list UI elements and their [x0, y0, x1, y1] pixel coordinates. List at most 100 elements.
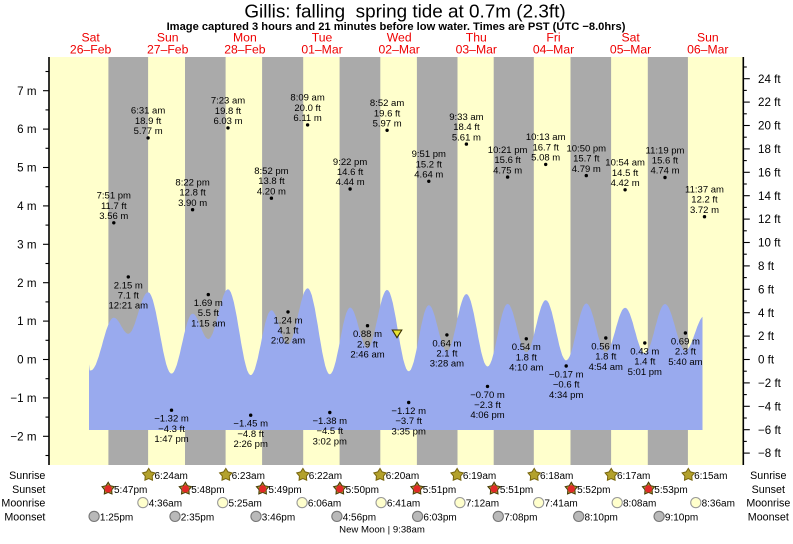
svg-text:Moonrise: Moonrise: [1, 498, 45, 510]
svg-text:9:33 am: 9:33 am: [449, 112, 483, 123]
svg-text:10:21 pm: 10:21 pm: [488, 145, 528, 156]
svg-text:11.7 ft: 11.7 ft: [101, 201, 127, 212]
svg-text:12.8 ft: 12.8 ft: [179, 188, 206, 199]
svg-text:2.15 m: 2.15 m: [114, 280, 143, 291]
svg-text:26–Feb: 26–Feb: [70, 42, 112, 56]
svg-text:27–Feb: 27–Feb: [147, 42, 189, 56]
svg-text:4.20 m: 4.20 m: [257, 186, 286, 197]
svg-text:15.6 ft: 15.6 ft: [494, 155, 521, 166]
svg-text:−1.32 m: −1.32 m: [154, 414, 189, 425]
svg-text:18.4 ft: 18.4 ft: [453, 122, 480, 133]
svg-text:0.88 m: 0.88 m: [353, 329, 382, 340]
svg-text:2:26 pm: 2:26 pm: [234, 439, 268, 450]
svg-text:01–Mar: 01–Mar: [301, 42, 342, 56]
svg-text:−2 m: −2 m: [10, 430, 36, 443]
svg-text:1.69 m: 1.69 m: [194, 298, 223, 309]
svg-text:19.6 ft: 19.6 ft: [374, 108, 401, 119]
svg-text:20 ft: 20 ft: [758, 120, 781, 133]
svg-text:5.97 m: 5.97 m: [373, 119, 402, 130]
svg-text:9:22 pm: 9:22 pm: [333, 157, 367, 168]
svg-text:11:37 am: 11:37 am: [685, 185, 724, 196]
svg-text:5:47pm: 5:47pm: [114, 485, 147, 496]
svg-text:10:13 am: 10:13 am: [526, 132, 566, 143]
svg-text:1:25pm: 1:25pm: [100, 512, 133, 523]
svg-text:7:08pm: 7:08pm: [504, 512, 537, 523]
svg-text:−0.70 m: −0.70 m: [470, 390, 505, 401]
svg-text:5:48pm: 5:48pm: [191, 485, 224, 496]
svg-text:6.03 m: 6.03 m: [213, 116, 242, 127]
svg-text:8:52 pm: 8:52 pm: [254, 166, 288, 177]
svg-text:2.9 ft: 2.9 ft: [357, 339, 378, 350]
svg-text:1.24 m: 1.24 m: [273, 315, 302, 326]
svg-text:6:17am: 6:17am: [617, 471, 650, 482]
svg-text:5:01 pm: 5:01 pm: [628, 367, 662, 378]
svg-text:02–Mar: 02–Mar: [379, 42, 420, 56]
svg-text:7:41am: 7:41am: [544, 499, 577, 510]
svg-text:−4.3 ft: −4.3 ft: [158, 424, 185, 435]
svg-text:Sunrise: Sunrise: [9, 470, 45, 482]
svg-text:11:19 pm: 11:19 pm: [646, 145, 685, 156]
svg-text:Thu: Thu: [466, 30, 487, 44]
svg-text:7:23 am: 7:23 am: [211, 96, 245, 107]
svg-text:8:09 am: 8:09 am: [290, 93, 324, 104]
svg-text:12:21 am: 12:21 am: [108, 301, 148, 312]
svg-text:15.7 ft: 15.7 ft: [573, 154, 600, 165]
svg-text:4 ft: 4 ft: [758, 307, 775, 320]
svg-text:5.61 m: 5.61 m: [452, 132, 481, 143]
svg-text:6:19am: 6:19am: [463, 471, 496, 482]
svg-text:3.90 m: 3.90 m: [178, 198, 207, 209]
svg-text:0 ft: 0 ft: [758, 354, 775, 367]
svg-text:15.6 ft: 15.6 ft: [652, 156, 679, 167]
svg-text:−1.38 m: −1.38 m: [313, 416, 348, 427]
svg-text:−1.12 m: −1.12 m: [391, 406, 426, 417]
svg-text:Sunrise: Sunrise: [750, 470, 786, 482]
svg-text:14 ft: 14 ft: [758, 190, 781, 203]
svg-text:0.69 m: 0.69 m: [671, 336, 700, 347]
svg-text:06–Mar: 06–Mar: [687, 42, 728, 56]
svg-text:4.44 m: 4.44 m: [336, 177, 365, 188]
svg-text:3:02 pm: 3:02 pm: [313, 436, 347, 447]
svg-text:New Moon | 9:38am: New Moon | 9:38am: [339, 524, 425, 535]
svg-text:Sunset: Sunset: [12, 484, 45, 496]
svg-text:Sun: Sun: [697, 30, 719, 44]
svg-text:6:15am: 6:15am: [694, 471, 727, 482]
svg-text:3:35 pm: 3:35 pm: [392, 426, 426, 437]
svg-text:0.56 m: 0.56 m: [591, 341, 620, 352]
svg-text:04–Mar: 04–Mar: [533, 42, 574, 56]
svg-text:4:56pm: 4:56pm: [343, 512, 376, 523]
svg-text:−0.17 m: −0.17 m: [549, 369, 584, 380]
svg-text:4:36am: 4:36am: [149, 499, 182, 510]
svg-text:4:34 pm: 4:34 pm: [549, 390, 583, 401]
svg-text:0.43 m: 0.43 m: [630, 346, 659, 357]
svg-text:4.1 ft: 4.1 ft: [277, 326, 298, 337]
svg-text:10:54 am: 10:54 am: [605, 158, 645, 169]
svg-text:−2.3 ft: −2.3 ft: [474, 400, 501, 411]
svg-text:2 ft: 2 ft: [758, 330, 775, 343]
svg-text:2:35pm: 2:35pm: [181, 512, 214, 523]
svg-text:Moonset: Moonset: [748, 511, 789, 523]
svg-text:−4.8 ft: −4.8 ft: [237, 429, 264, 440]
svg-text:15.2 ft: 15.2 ft: [416, 159, 443, 170]
svg-text:3 m: 3 m: [17, 238, 36, 251]
svg-text:−4.5 ft: −4.5 ft: [316, 426, 343, 437]
svg-text:22 ft: 22 ft: [758, 96, 781, 109]
svg-text:4 m: 4 m: [17, 200, 36, 213]
svg-text:3.72 m: 3.72 m: [690, 205, 719, 216]
svg-text:14.6 ft: 14.6 ft: [337, 167, 364, 178]
svg-text:12 ft: 12 ft: [758, 213, 781, 226]
svg-text:6:18am: 6:18am: [540, 471, 573, 482]
svg-text:9:51 pm: 9:51 pm: [412, 149, 446, 160]
svg-text:4.64 m: 4.64 m: [414, 170, 443, 181]
svg-text:4:54 am: 4:54 am: [589, 362, 623, 373]
svg-text:4:10 am: 4:10 am: [509, 363, 543, 374]
svg-text:5:51pm: 5:51pm: [423, 485, 456, 496]
svg-text:6:20am: 6:20am: [386, 471, 419, 482]
svg-text:4:06 pm: 4:06 pm: [470, 410, 504, 421]
svg-text:2.3 ft: 2.3 ft: [675, 347, 696, 358]
svg-text:5.08 m: 5.08 m: [531, 153, 560, 164]
svg-text:0.54 m: 0.54 m: [512, 342, 541, 353]
svg-text:Fri: Fri: [546, 30, 560, 44]
svg-text:1.4 ft: 1.4 ft: [634, 357, 655, 368]
svg-text:−1.45 m: −1.45 m: [233, 419, 268, 430]
svg-text:4.74 m: 4.74 m: [650, 166, 679, 177]
